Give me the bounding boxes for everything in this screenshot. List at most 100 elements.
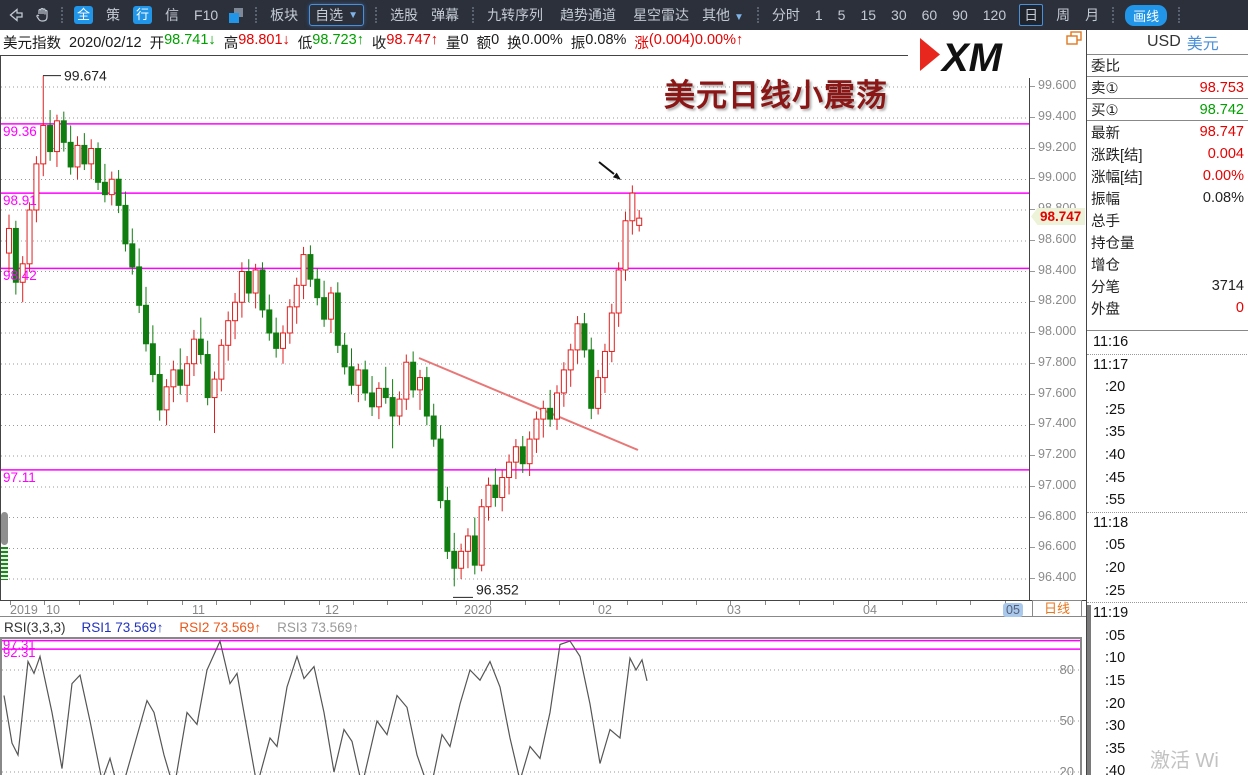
period-tag[interactable]: 日线 [1032,600,1082,617]
tick-list-scrollbar[interactable] [1087,605,1091,775]
date-minor-tick [730,601,732,605]
tick-time-row[interactable]: :05 [1105,537,1126,554]
tick-time-row[interactable]: :30 [1105,718,1126,735]
tick-time-row[interactable]: :45 [1105,469,1126,486]
tool-button-星空雷达[interactable]: 星空雷达 [633,7,690,23]
tick-time-row[interactable]: :25 [1105,401,1126,418]
candle-body [101,181,108,196]
tick-time-row[interactable]: :20 [1105,559,1126,576]
candle-body [74,144,81,168]
tick-time-row[interactable]: 11:17 [1087,353,1248,377]
quote-row-label: 外盘 [1091,301,1120,318]
info-field-value: 0 [460,32,469,48]
date-label-12: 12 [325,603,339,617]
period-button-月[interactable]: 月 [1085,7,1100,23]
rsi-panel[interactable] [0,637,1082,775]
tick-time-list[interactable]: 11:16 11:17 :20 :25 :35 :40 :45 :55 11:18 :05 :20:… [1087,330,1248,775]
candle-body [149,343,156,376]
tick-time-row[interactable]: :40 [1105,763,1126,775]
tick-time-row[interactable]: 11:18 [1087,511,1248,535]
period-button-15[interactable]: 15 [860,7,877,23]
candle-body [252,269,259,294]
quote-row-分笔: 分笔 3714 [1087,275,1248,297]
tool-button-九转序列[interactable]: 九转序列 [487,7,544,23]
quote-row-label: 增仓 [1091,257,1120,274]
tick-time-row[interactable]: :20 [1105,695,1126,712]
quick-button-信[interactable]: 信 [165,7,180,23]
period-button-分时[interactable]: 分时 [771,7,800,23]
tick-time-row[interactable]: :25 [1105,582,1126,599]
rsi-hline-label: 97.31 [3,636,36,652]
date-minor-tick [696,601,697,605]
candle-body [629,192,636,222]
window-restore-icon[interactable] [1066,31,1084,45]
board-button[interactable]: 板块 [270,7,299,23]
candle-body [26,209,33,265]
rsi-line [3,639,648,775]
left-volume-slider[interactable] [1,547,8,580]
left-scrollbar-handle[interactable] [1,512,8,545]
tick-time-row[interactable]: :10 [1105,650,1126,667]
date-minor-tick [44,601,46,605]
drawn-trendline[interactable] [418,357,639,451]
date-minor-tick [353,601,354,605]
symbol-name: 美元指数 [3,36,61,52]
quick-button-策[interactable]: 策 [106,7,121,23]
tick-time-row[interactable]: :20 [1105,379,1126,396]
candle-body [259,269,266,311]
candle-body [547,407,554,420]
layers-icon[interactable] [229,7,244,23]
candle-body [601,350,608,379]
period-button-5[interactable]: 5 [837,7,846,23]
candlestick-svg: 99.674 96.352 [1,68,1029,598]
period-button-120[interactable]: 120 [982,7,1007,23]
candle-body [40,124,47,165]
period-button-日[interactable]: 日 [1019,4,1044,26]
stock-pick-button[interactable]: 选股 [390,7,419,23]
period-button-90[interactable]: 90 [952,7,968,23]
tick-time-row[interactable]: :05 [1105,627,1126,644]
quote-row-label: 涨幅[结] [1091,169,1143,186]
tool-button-趋势通道[interactable]: 趋势通道 [560,7,617,23]
rsi-axis-tick-label: 80 [1059,662,1074,677]
quote-panel: USD 美元 委比 卖① 98.753 买① 98.742 最新 98.747 涨跌[结] 0.… [1086,30,1248,775]
chart-annotation-text[interactable]: 美元日线小震荡 [664,78,888,113]
info-field-换: 换 0.00% [507,32,563,53]
danmu-button[interactable]: 弹幕 [431,7,460,23]
candle-body [266,309,273,334]
candle-body [588,349,595,409]
quote-row-最新: 最新 98.747 [1087,121,1248,143]
period-button-周[interactable]: 周 [1056,7,1071,23]
period-button-60[interactable]: 60 [921,7,938,23]
quick-button-F10[interactable]: F10 [194,7,219,23]
period-button-1[interactable]: 1 [814,7,823,23]
annotation-arrow-head [612,172,621,180]
toolbar-divider [61,7,63,23]
candle-body [458,550,465,569]
price-tick-label: 96.800 [1029,508,1077,523]
tick-time-row[interactable]: :35 [1105,740,1126,757]
quick-button-全[interactable]: 全 [74,6,94,24]
candlestick-chart[interactable]: 99.674 96.352 [0,55,1030,600]
candle-body [321,297,328,320]
hand-tool-icon[interactable] [34,7,50,23]
watchlist-dropdown[interactable]: 自选 ▼ [309,4,365,26]
annotation-arrow[interactable] [598,161,615,175]
tick-time-row[interactable]: 11:19 [1087,602,1248,625]
draw-line-button[interactable]: 画线 [1125,4,1168,26]
back-icon[interactable] [8,7,25,23]
candle-body [218,344,225,380]
tick-time-row[interactable]: :15 [1105,672,1126,689]
date-axis[interactable]: 2019 10 11 12 2020 02 03 04 05 [0,600,1086,617]
rsi-indicator-header[interactable]: RSI(3,3,3) RSI1 73.569↑ RSI2 73.569↑ RSI3 … [0,618,1086,637]
candle-body [108,178,115,196]
chevron-down-icon: ▼ [348,9,359,21]
period-button-30[interactable]: 30 [891,7,907,23]
tick-time-row[interactable]: 11:16 [1093,334,1129,350]
more-dropdown[interactable]: 其他 ▼ [700,5,746,25]
tick-time-row[interactable]: :55 [1105,492,1126,509]
tick-time-row[interactable]: :35 [1105,424,1126,441]
tick-time-row[interactable]: :40 [1105,446,1126,463]
quick-button-行[interactable]: 行 [133,6,153,24]
date-label-10: 10 [46,603,60,617]
